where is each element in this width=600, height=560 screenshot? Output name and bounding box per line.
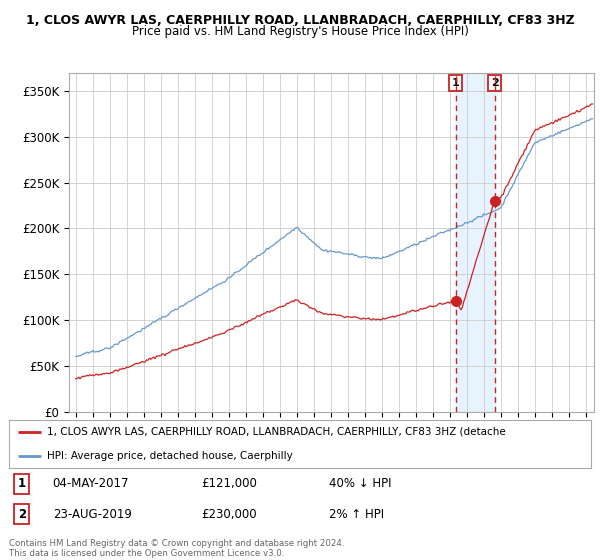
Text: 04-MAY-2017: 04-MAY-2017 xyxy=(53,477,129,491)
Text: Contains HM Land Registry data © Crown copyright and database right 2024.
This d: Contains HM Land Registry data © Crown c… xyxy=(9,539,344,558)
Text: 23-AUG-2019: 23-AUG-2019 xyxy=(53,507,131,521)
Text: 40% ↓ HPI: 40% ↓ HPI xyxy=(329,477,392,491)
Text: 2: 2 xyxy=(18,507,26,521)
Text: 1: 1 xyxy=(452,78,460,88)
Text: Price paid vs. HM Land Registry's House Price Index (HPI): Price paid vs. HM Land Registry's House … xyxy=(131,25,469,38)
Text: HPI: Average price, detached house, Caerphilly: HPI: Average price, detached house, Caer… xyxy=(47,451,293,461)
Text: £121,000: £121,000 xyxy=(201,477,257,491)
Text: 2% ↑ HPI: 2% ↑ HPI xyxy=(329,507,384,521)
Text: 2: 2 xyxy=(491,78,499,88)
Text: 1: 1 xyxy=(18,477,26,491)
Bar xyxy=(455,73,494,412)
Text: 1, CLOS AWYR LAS, CAERPHILLY ROAD, LLANBRADACH, CAERPHILLY, CF83 3HZ: 1, CLOS AWYR LAS, CAERPHILLY ROAD, LLANB… xyxy=(26,14,574,27)
Text: £230,000: £230,000 xyxy=(201,507,257,521)
Text: 1, CLOS AWYR LAS, CAERPHILLY ROAD, LLANBRADACH, CAERPHILLY, CF83 3HZ (detache: 1, CLOS AWYR LAS, CAERPHILLY ROAD, LLANB… xyxy=(47,427,506,437)
